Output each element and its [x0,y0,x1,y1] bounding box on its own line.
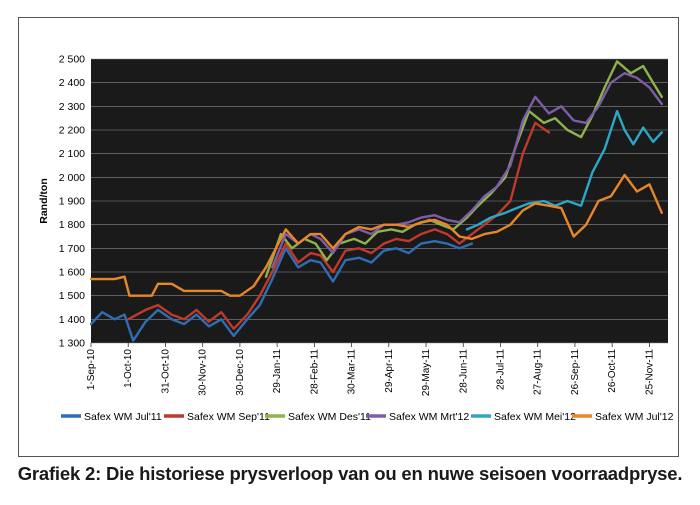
y-tick-label: 1 600 [59,267,85,279]
x-tick-label: 26-Sep-11 [570,349,581,395]
x-tick-label: 1-Sep-10 [86,349,97,391]
x-tick-label: 25-Nov-11 [644,349,655,395]
legend-label: Safex WM Des'11 [288,411,371,423]
series-line [126,121,551,330]
series-line [89,240,474,342]
series-line [264,60,663,278]
x-tick-label: 30-Dec-10 [235,349,246,396]
x-tick-label: 1-Oct-10 [123,349,134,388]
y-tick-label: 1 800 [59,219,85,231]
series-line [271,72,663,269]
x-tick-label: 30-Mar-11 [347,349,358,395]
legend-label: Safex WM Mei'12 [494,411,576,423]
line-chart: 1 300 1 400 1 500 1 600 1 700 1 800 1 900 2 000… [38,54,674,424]
legend-label: Safex WM Sep'11 [187,411,270,423]
chart-frame: 1 300 1 400 1 500 1 600 1 700 1 800 1 900 2 000… [18,17,679,457]
legend-label: Safex WM Jul'11 [84,411,162,423]
series-line [465,109,663,231]
y-tick-label: 2 100 [59,148,85,160]
figure-caption: Grafiek 2: Die historiese prysverloop va… [17,463,683,484]
y-tick-label: 1 400 [59,314,85,326]
x-tick-label: 31-Oct-10 [160,349,171,394]
y-tick-label: 1 900 [59,196,85,208]
series-line [89,173,663,297]
y-tick-label: 2 000 [59,172,85,184]
legend-label: Safex WM Mrt'12 [389,411,469,423]
x-tick-label: 28-Jul-11 [495,349,506,390]
x-tick-label: 28-Feb-11 [309,349,320,395]
x-tick-label: 27-Aug-11 [533,349,544,395]
x-tick-label: 30-Nov-10 [198,349,209,396]
y-tick-label: 1 500 [59,290,85,302]
y-tick-label: 1 700 [59,243,85,255]
y-tick-label: 2 400 [59,77,85,89]
y-tick-label: 1 300 [59,338,85,350]
x-tick-label: 29-Jan-11 [272,349,283,394]
y-tick-label: 2 300 [59,101,85,113]
x-tick-label: 26-Oct-11 [607,349,618,393]
x-tick-label: 28-Jun-11 [458,349,469,394]
x-tick-label: 29-Apr-11 [384,349,395,393]
y-tick-label: 2 500 [59,54,85,66]
legend-label: Safex WM Jul'12 [595,411,674,423]
x-tick-label: 29-May-11 [421,349,432,396]
y-axis-label: Rand/ton [38,178,50,224]
y-tick-label: 2 200 [59,125,85,137]
